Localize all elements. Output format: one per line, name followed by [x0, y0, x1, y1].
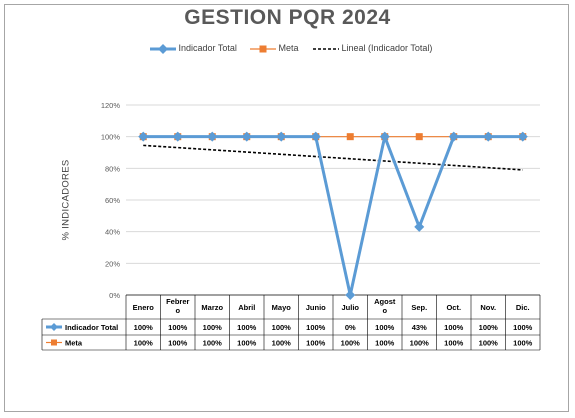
x-tick-label: Agost o	[374, 297, 396, 315]
y-tick-label: 80%	[105, 164, 120, 173]
table-cell-meta: 100%	[306, 339, 326, 348]
indicador-point	[448, 131, 459, 142]
indicador-point	[276, 131, 287, 142]
table-cell-indicador: 100%	[375, 323, 395, 332]
table-cell-indicador: 100%	[134, 323, 154, 332]
y-tick-label: 120%	[101, 101, 121, 110]
legend-label-lineal: Lineal (Indicador Total)	[341, 43, 433, 53]
y-tick-label: 0%	[109, 291, 120, 300]
x-tick-label: Abril	[238, 303, 255, 312]
indicador-point	[414, 221, 425, 232]
x-tick-label: Nov.	[480, 303, 496, 312]
table-row-header-meta: Meta	[65, 339, 83, 348]
indicador-point	[241, 131, 252, 142]
table-cell-meta: 100%	[375, 339, 395, 348]
table-key-meta-marker	[51, 339, 57, 346]
table-cell-meta: 100%	[168, 339, 188, 348]
indicador-point	[517, 131, 528, 142]
indicador-point	[172, 131, 183, 142]
chart-legend: Indicador Total Meta Lineal (Indicador T…	[0, 41, 575, 55]
legend-swatch-meta	[250, 45, 276, 53]
meta-point	[415, 133, 423, 141]
legend-swatch-indicador	[150, 43, 176, 54]
table-cell-meta: 100%	[134, 339, 154, 348]
table-cell-indicador: 43%	[412, 323, 427, 332]
table-cell-indicador: 100%	[513, 323, 533, 332]
x-tick-label: Sep.	[411, 303, 427, 312]
table-cell-indicador: 100%	[479, 323, 499, 332]
x-tick-label: Dic.	[516, 303, 530, 312]
x-tick-label: Mayo	[272, 303, 292, 312]
x-tick-label: Oct.	[446, 303, 461, 312]
table-cell-meta: 100%	[479, 339, 499, 348]
x-tick-label: Julio	[341, 303, 359, 312]
indicador-series-line	[143, 135, 523, 297]
indicador-point	[310, 131, 321, 142]
table-cell-indicador: 100%	[168, 323, 188, 332]
legend-item-meta: Meta	[250, 41, 299, 55]
indicador-point	[379, 131, 390, 142]
x-tick-label: Enero	[133, 303, 155, 312]
table-cell-indicador: 100%	[272, 323, 292, 332]
table-cell-meta: 100%	[237, 339, 257, 348]
meta-point	[346, 133, 354, 141]
table-cell-meta: 100%	[513, 339, 533, 348]
y-tick-label: 60%	[105, 196, 120, 205]
y-tick-label: 100%	[101, 133, 121, 142]
table-cell-indicador: 100%	[203, 323, 223, 332]
table-cell-meta: 100%	[444, 339, 464, 348]
y-tick-label: 40%	[105, 228, 120, 237]
x-tick-label: Junio	[306, 303, 326, 312]
table-cell-meta: 100%	[203, 339, 223, 348]
legend-item-lineal: Lineal (Indicador Total)	[313, 41, 432, 55]
chart-frame	[4, 4, 569, 412]
table-cell-indicador: 100%	[444, 323, 464, 332]
table-cell-meta: 100%	[410, 339, 430, 348]
indicador-point	[207, 131, 218, 142]
x-tick-label: Marzo	[201, 303, 223, 312]
table-key-indicador-marker	[50, 323, 58, 331]
legend-label-meta: Meta	[278, 43, 299, 53]
x-tick-label: Febrer o	[166, 297, 189, 315]
trendline	[143, 144, 523, 171]
y-tick-label: 20%	[105, 259, 120, 268]
table-cell-indicador: 100%	[306, 323, 326, 332]
legend-item-indicador: Indicador Total	[150, 41, 237, 55]
indicador-point	[345, 290, 356, 300]
legend-swatch-lineal	[313, 47, 339, 50]
chart-title: GESTION PQR 2024	[184, 6, 391, 29]
table-cell-meta: 100%	[341, 339, 361, 348]
indicador-point	[138, 131, 149, 142]
table-cell-indicador: 100%	[237, 323, 257, 332]
legend-label-indicador: Indicador Total	[178, 43, 237, 53]
indicador-point	[483, 131, 494, 142]
table-cell-indicador: 0%	[345, 323, 356, 332]
table-cell-meta: 100%	[272, 339, 292, 348]
table-row-header-indicador: Indicador Total	[65, 323, 118, 332]
